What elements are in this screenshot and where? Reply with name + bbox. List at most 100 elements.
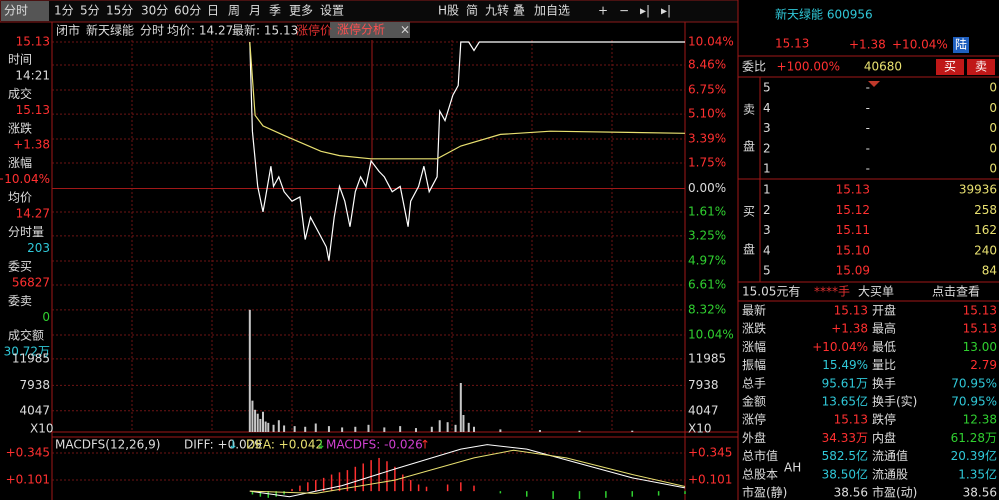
y2-tick-label: 7938 — [688, 378, 719, 392]
tab[interactable]: 月 — [249, 4, 261, 18]
stat-label: 流通值 — [872, 448, 908, 463]
tab[interactable]: 叠 — [513, 4, 525, 18]
tab[interactable]: 加自选 — [534, 4, 570, 18]
info-label: 分时量 — [8, 225, 44, 239]
stat-value: 34.33万 — [822, 431, 868, 445]
level-volume: 0 — [989, 101, 997, 115]
tab[interactable]: 5分 — [80, 4, 100, 18]
level-price: - — [866, 81, 870, 95]
volume-bar — [438, 420, 441, 432]
tab[interactable]: 15分 — [106, 4, 133, 18]
volume-bar — [272, 424, 275, 432]
active-tab-bg — [1, 1, 49, 21]
popup-bg[interactable] — [330, 22, 410, 38]
line-series — [249, 41, 686, 160]
ah-mark: AH — [784, 461, 801, 475]
stat-label: 市盈(动) — [872, 485, 917, 500]
popup-close[interactable]: × — [400, 23, 410, 37]
toolbar-icon[interactable]: ▸| — [640, 4, 650, 18]
volume-bar — [430, 426, 433, 432]
tab[interactable]: 30分 — [141, 4, 168, 18]
stat-value: 2.79 — [970, 358, 997, 372]
tab[interactable]: 简 — [466, 4, 478, 18]
volume-bar — [462, 415, 465, 432]
tab[interactable]: 分时 — [4, 4, 28, 18]
stat-label: 最高 — [872, 321, 896, 336]
header-item: 最新: 15.13 — [232, 23, 298, 38]
info-label: 委买 — [8, 260, 32, 274]
tab[interactable]: 1分 — [54, 4, 74, 18]
level-volume: 0 — [989, 81, 997, 95]
tab[interactable]: 日 — [207, 4, 219, 18]
volume-bar — [283, 425, 286, 432]
volume-bar — [293, 426, 296, 432]
dropdown-icon[interactable] — [868, 81, 880, 87]
stat-value: +1.38 — [831, 322, 868, 336]
stat-value: 70.95% — [951, 376, 997, 390]
y2-tick-label: 1.75% — [688, 155, 726, 169]
big-order: 大买单 — [858, 285, 894, 299]
tab[interactable]: 周 — [228, 4, 240, 18]
stat-label: 金额 — [742, 394, 766, 409]
macd-header: MACDFS(12,26,9) — [55, 438, 160, 452]
stat-label: 涨停 — [742, 412, 766, 427]
level-price: - — [866, 121, 870, 135]
popup-title[interactable]: 涨停分析 — [337, 22, 385, 37]
y2-tick-label: 4.97% — [688, 254, 726, 268]
volume-bar — [259, 418, 262, 432]
toolbar-icon[interactable]: ▸| — [661, 4, 671, 18]
stat-value: 38.56 — [963, 486, 997, 500]
side-label: 盘 — [743, 139, 755, 154]
volume-bar — [446, 422, 449, 432]
info-value: 0 — [42, 310, 50, 324]
info-label: 委卖 — [8, 294, 32, 308]
tab[interactable]: 季 — [269, 4, 281, 18]
volume-bar — [267, 422, 270, 432]
tab[interactable]: H股 — [438, 4, 459, 18]
toolbar-icon[interactable]: + — [598, 4, 608, 18]
volume-bar — [341, 427, 344, 432]
info-value: 30.72万 — [4, 345, 50, 359]
stat-value: 13.00 — [963, 340, 997, 354]
tab[interactable]: 九转 — [485, 3, 509, 18]
info-value: 14:21 — [15, 69, 50, 83]
stock-title: 新天绿能 600956 — [775, 7, 873, 22]
buy-button[interactable]: 买 — [944, 60, 956, 74]
wb-value: +100.00% — [777, 60, 840, 74]
buy-button-bg[interactable] — [936, 59, 964, 75]
macd-header: MACDFS: -0.026 — [326, 438, 423, 452]
y2-tick-label: 10.04% — [688, 35, 734, 49]
info-label: 成交额 — [8, 328, 44, 343]
stat-label: 最低 — [872, 340, 896, 354]
volume-bar — [459, 383, 462, 432]
header-item: 分时 — [140, 24, 164, 38]
tab[interactable]: 更多 — [289, 4, 313, 18]
price: 15.13 — [775, 37, 809, 51]
y-tick-label: 11985 — [12, 351, 50, 365]
stat-label: 总股本 — [742, 467, 778, 481]
big-order[interactable]: 点击查看 — [932, 285, 980, 299]
y-tick-label: 4047 — [19, 403, 50, 417]
sell-button[interactable]: 卖 — [975, 60, 987, 74]
level-volume: 162 — [974, 223, 997, 237]
y2-tick-label: 3.25% — [688, 228, 726, 242]
stat-value: +10.04% — [812, 340, 868, 354]
tab[interactable]: 60分 — [174, 4, 201, 18]
macd-arrow: ↓ — [228, 438, 238, 452]
stat-value: 70.95% — [951, 395, 997, 409]
volume-bar — [256, 413, 259, 432]
level-index: 5 — [763, 81, 771, 95]
volume-bar — [251, 400, 254, 432]
sell-button-bg[interactable] — [967, 59, 995, 75]
header-item: 均价: 14.27 — [167, 24, 233, 38]
tab[interactable]: 设置 — [320, 4, 344, 18]
toolbar-icon[interactable]: − — [619, 4, 629, 18]
info-value: +10.04% — [0, 172, 50, 186]
macd-line — [249, 444, 686, 498]
stat-label: 涨跌 — [742, 321, 766, 336]
stat-value: 20.39亿 — [951, 448, 997, 463]
y2-tick-label: +0.101 — [688, 472, 732, 486]
volume-bar — [304, 426, 307, 432]
